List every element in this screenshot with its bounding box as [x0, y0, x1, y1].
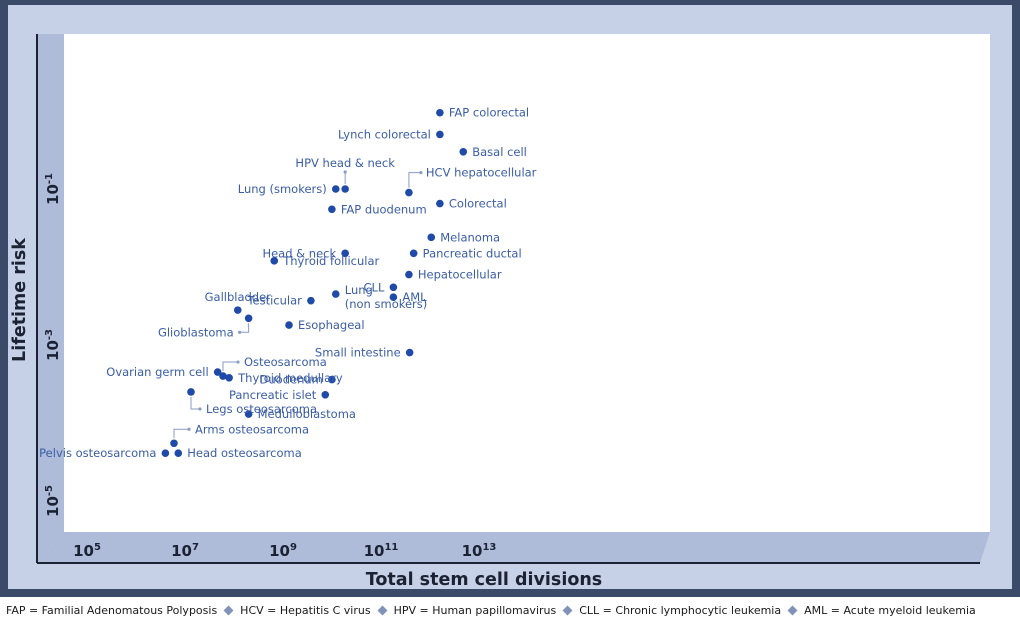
data-points: [161, 108, 468, 458]
leader-dot: [198, 407, 202, 411]
data-point-pancreatic-islet: [321, 390, 330, 399]
leader-line: [222, 361, 238, 372]
point-label: Colorectal: [449, 197, 507, 211]
point-label: Pelvis osteosarcoma: [39, 446, 156, 460]
data-point-melanoma: [427, 233, 436, 242]
y-axis-title: Lifetime risk: [10, 238, 30, 362]
data-point-hcv-hepatocellular: [405, 188, 413, 197]
data-point-small-intestine: [405, 348, 414, 357]
data-point-osteosarcoma: [219, 372, 227, 380]
footnote-cll: CLL = Chronic lymphocytic leukemia: [579, 603, 782, 617]
plot-box-floor: [37, 532, 990, 563]
data-point-esophageal: [285, 321, 293, 329]
abbreviation-footnote: FAP = Familial Adenomatous Polyposis HCV…: [0, 598, 1020, 622]
point-label: FAP duodenum: [341, 202, 427, 216]
point-label: Lynch colorectal: [338, 127, 431, 141]
data-point-basal-cell: [459, 147, 468, 156]
data-point-testicular: [307, 296, 315, 305]
point-label: Head & neck: [262, 246, 336, 260]
diamond-separator-icon: [223, 605, 234, 615]
leader-line: [190, 396, 199, 410]
leader-dot: [343, 170, 347, 174]
data-point-head-osteosarcoma: [174, 449, 183, 458]
leader-dot: [419, 170, 423, 175]
point-label: Ovarian germ cell: [106, 365, 208, 379]
footnote-hpv: HPV = Human papillomavirus: [393, 603, 557, 617]
data-point-aml: [389, 293, 398, 302]
point-label: AML: [402, 290, 427, 304]
point-label: Medulloblastoma: [258, 407, 356, 421]
x-axis-title: Total stem cell divisions: [366, 570, 602, 590]
data-point-fap-colorectal: [436, 108, 444, 117]
leader-line: [239, 323, 250, 333]
point-label: Basal cell: [472, 145, 527, 159]
leader-dot: [236, 360, 240, 364]
diamond-separator-icon: [562, 605, 573, 615]
data-point-head-neck: [341, 249, 349, 258]
footnote-hcv: HCV = Hepatitis C virus: [240, 603, 371, 617]
point-label: Hepatocellular: [418, 268, 502, 282]
point-label: Head osteosarcoma: [187, 446, 302, 460]
data-point-duodenum: [328, 375, 336, 384]
point-label: Lung (non smokers): [345, 283, 428, 311]
footnote-aml: AML = Acute myeloid leukemia: [804, 603, 976, 617]
point-label: CLL: [364, 280, 385, 294]
point-label: Pancreatic ductal: [423, 246, 522, 260]
leader-lines: [173, 170, 423, 439]
point-label: Thyroid follicular: [282, 254, 379, 268]
figure-frame: 105 107 109 1011 1013 10-1 10-3 10-5 FAP color…: [0, 0, 1020, 597]
plot-background: [64, 34, 990, 532]
footnote-fap: FAP = Familial Adenomatous Polyposis: [6, 603, 218, 617]
point-label: Esophageal: [298, 318, 365, 332]
point-label: Small intestine: [315, 346, 401, 360]
point-label: Melanoma: [440, 230, 500, 244]
data-point-pancreatic-ductal: [409, 249, 418, 258]
data-point-ovarian-germ-cell: [213, 368, 222, 376]
diamond-separator-icon: [787, 605, 798, 615]
plot-box-left-wall: [37, 34, 64, 563]
data-point-fap-duodenum: [328, 205, 336, 214]
data-point-legs-osteosarcoma: [187, 388, 195, 396]
point-label: Testicular: [246, 294, 302, 308]
point-label: Lung (smokers): [238, 182, 327, 196]
point-label: Thyroid medullary: [237, 371, 343, 385]
point-label: Legs osteosarcoma: [206, 402, 317, 416]
data-point-colorectal: [436, 199, 444, 208]
leader-dot: [238, 330, 242, 334]
data-point-lynch-colorectal: [436, 130, 444, 139]
point-label: HCV hepatocellular: [426, 166, 537, 180]
point-label: Gallbladder: [205, 290, 272, 304]
data-point-arms-osteosarcoma: [170, 439, 178, 448]
data-point-glioblastoma: [244, 314, 253, 323]
data-point-gallbladder: [233, 306, 242, 314]
data-point-thyroid-medullary: [225, 373, 233, 382]
point-label: Osteosarcoma: [244, 355, 327, 369]
data-point-pelvis-osteosarcoma: [161, 449, 170, 458]
data-point-lung-non-smokers: [331, 290, 340, 298]
point-label: HPV head & neck: [295, 156, 395, 170]
leader-line: [408, 172, 421, 188]
point-label: Pancreatic islet: [229, 388, 317, 402]
leader-line: [173, 428, 189, 439]
leader-dot: [187, 427, 191, 431]
data-point-hpv-head-neck: [341, 185, 349, 193]
point-labels: FAP colorectal Lynch colorectal Basal cell…: [39, 106, 537, 460]
point-label: Duodenum: [260, 373, 323, 387]
diamond-separator-icon: [377, 605, 388, 615]
data-point-medulloblastoma: [244, 410, 253, 418]
plot-box: [36, 34, 990, 564]
point-label: FAP colorectal: [449, 106, 529, 120]
data-point-cll: [389, 283, 398, 292]
data-point-lung-smokers: [331, 185, 340, 193]
data-point-hepatocellular: [405, 270, 413, 279]
point-label: Arms osteosarcoma: [195, 422, 309, 436]
point-label: Glioblastoma: [158, 325, 234, 339]
chart: 105 107 109 1011 1013 10-110-310-5 FAP color…: [10, 34, 990, 590]
data-point-thyroid-follicular: [270, 257, 279, 265]
